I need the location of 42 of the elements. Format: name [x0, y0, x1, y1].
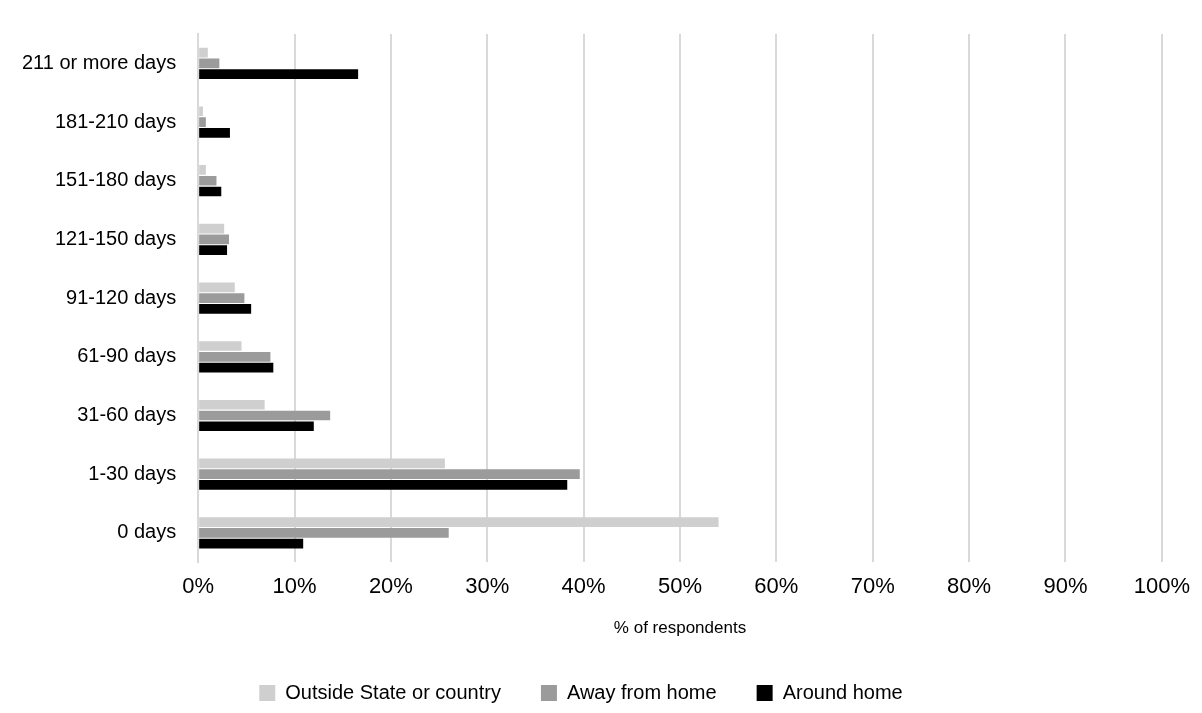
bar — [199, 538, 304, 549]
bar — [199, 304, 252, 314]
y-tick-label: 121-150 days — [54, 226, 177, 249]
bar — [199, 175, 217, 186]
y-tick-label: 181-210 days — [54, 109, 177, 132]
bar — [199, 69, 359, 79]
x-tick-label: 0% — [182, 573, 215, 599]
bar — [199, 234, 229, 245]
y-tick-label: 31-60 days — [77, 402, 177, 425]
bar — [199, 293, 245, 303]
bar — [199, 421, 314, 432]
legend-label: Around home — [782, 680, 903, 703]
bar — [199, 117, 206, 127]
y-tick-label: 61-90 days — [77, 344, 177, 367]
bar — [199, 362, 274, 373]
bar — [199, 58, 220, 69]
x-axis-title: % of respondents — [613, 618, 747, 638]
legend-label: Outside State or country — [285, 680, 501, 703]
bar — [199, 127, 230, 138]
x-tick-label: 70% — [850, 573, 895, 599]
bar — [199, 480, 568, 490]
bar — [199, 351, 271, 362]
bar — [199, 245, 228, 256]
bar — [199, 469, 580, 480]
x-tick-label: 20% — [368, 573, 413, 599]
y-tick-label: 151-180 days — [54, 168, 177, 191]
x-tick-label: 60% — [754, 573, 799, 599]
bar — [199, 528, 449, 538]
x-tick-label: 90% — [1043, 573, 1088, 599]
bar — [199, 410, 331, 421]
y-tick-label: 1-30 days — [88, 461, 177, 484]
bar — [199, 186, 222, 197]
x-tick-label: 80% — [947, 573, 992, 599]
x-tick-label: 100% — [1133, 573, 1191, 599]
y-tick-label: 91-120 days — [66, 285, 177, 308]
x-tick-label: 10% — [272, 573, 317, 599]
x-tick-label: 30% — [465, 573, 510, 599]
y-tick-label: 0 days — [117, 520, 177, 543]
legend-label: Away from home — [566, 680, 717, 703]
y-tick-label: 211 or more days — [21, 50, 177, 73]
x-tick-label: 50% — [657, 573, 703, 599]
x-tick-label: 40% — [561, 573, 606, 599]
